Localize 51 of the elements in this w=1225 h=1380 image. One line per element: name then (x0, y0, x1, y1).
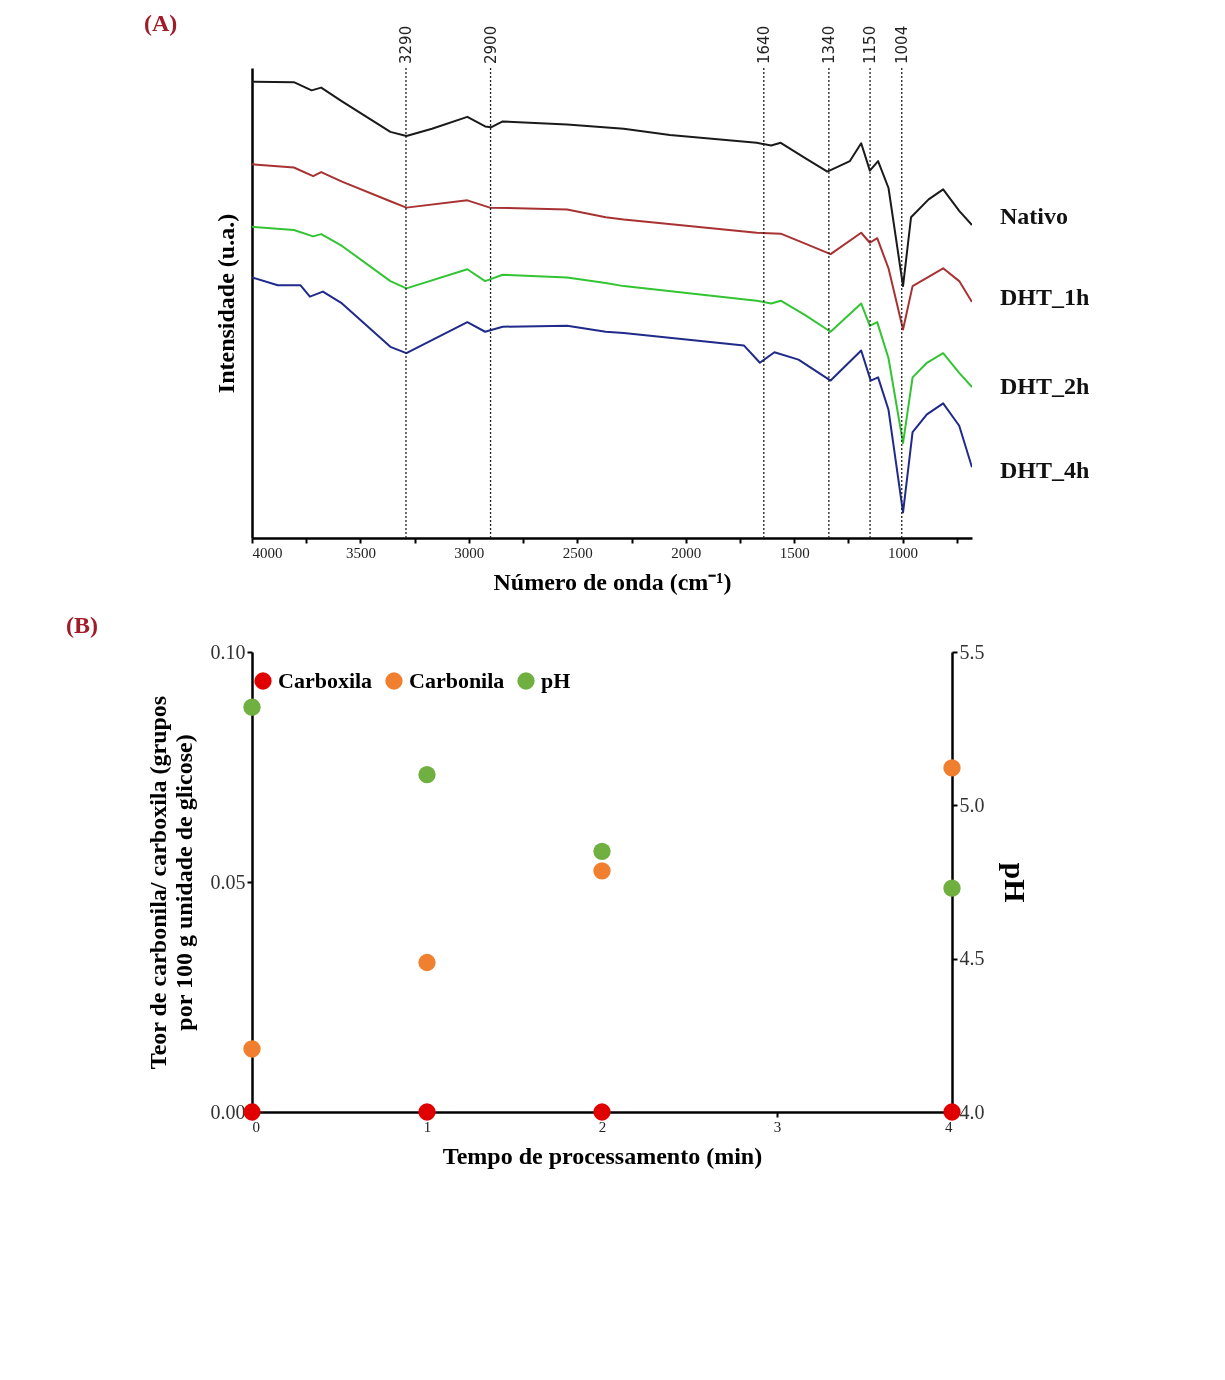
legend-label: Carbonila (409, 668, 505, 693)
ref-line-label: 1640 (754, 25, 773, 64)
x-tick-label: 1 (423, 1118, 432, 1135)
y-tick-label: 0.00 (210, 1100, 246, 1123)
x-tick-label: 2000 (671, 544, 702, 561)
y-tick-label: 0.05 (210, 870, 246, 893)
y-axis-title: Teor de carbonila/ carboxila (grupos por 100 g unidade de glicose) (144, 695, 197, 1070)
legend-label: Carboxila (278, 668, 373, 693)
y2-tick-label: 5.5 (959, 640, 985, 663)
x-axis-title: Tempo de processamento (min) (442, 1142, 763, 1169)
ref-line-label: 2900 (481, 25, 500, 64)
y-tick-label: 0.10 (210, 640, 246, 663)
x-tick-label: 3 (773, 1118, 782, 1135)
point (243, 1040, 261, 1058)
point (593, 842, 611, 860)
point (243, 698, 261, 716)
point (943, 879, 961, 897)
point (418, 766, 436, 784)
ref-line-label: 1340 (819, 25, 838, 64)
x-tick-label: 0 (252, 1118, 260, 1135)
ref-line-label: 1004 (892, 25, 911, 64)
x-tick-label: 4000 (252, 544, 283, 561)
series-label: DHT_2h (1000, 372, 1090, 399)
x-tick-label: 1000 (888, 544, 919, 561)
chart-title: (A) (144, 9, 178, 36)
ref-line-label: 3290 (396, 25, 415, 64)
point (943, 1103, 961, 1121)
legend-label: pH (541, 668, 571, 693)
ref-line-label: 1150 (861, 25, 880, 64)
x-axis-title: Número de onda (cm⁻¹) (493, 568, 732, 595)
point (418, 953, 436, 972)
chart-title: (B) (66, 612, 98, 638)
y2-tick-label: 4.5 (959, 947, 985, 970)
y2-axis-title: pH (998, 862, 1032, 903)
x-tick-label: 3000 (454, 544, 485, 561)
y-axis-title: Intensidade (u.a.) (212, 213, 239, 394)
x-tick-label: 3500 (345, 544, 376, 561)
x-tick-label: 2 (598, 1118, 607, 1135)
x-tick-label: 4 (945, 1118, 953, 1135)
series-label: Nativo (1000, 202, 1068, 229)
y2-tick-label: 5.0 (959, 793, 985, 816)
point (593, 1103, 611, 1121)
point (943, 759, 961, 777)
x-tick-label: 1500 (779, 544, 810, 561)
x-tick-label: 2500 (562, 544, 593, 561)
point (243, 1103, 261, 1121)
series-label: DHT_1h (1000, 284, 1090, 311)
series-label: DHT_4h (1000, 457, 1090, 484)
point (418, 1103, 436, 1121)
y2-tick-label: 4.0 (959, 1100, 985, 1123)
point (593, 862, 611, 880)
